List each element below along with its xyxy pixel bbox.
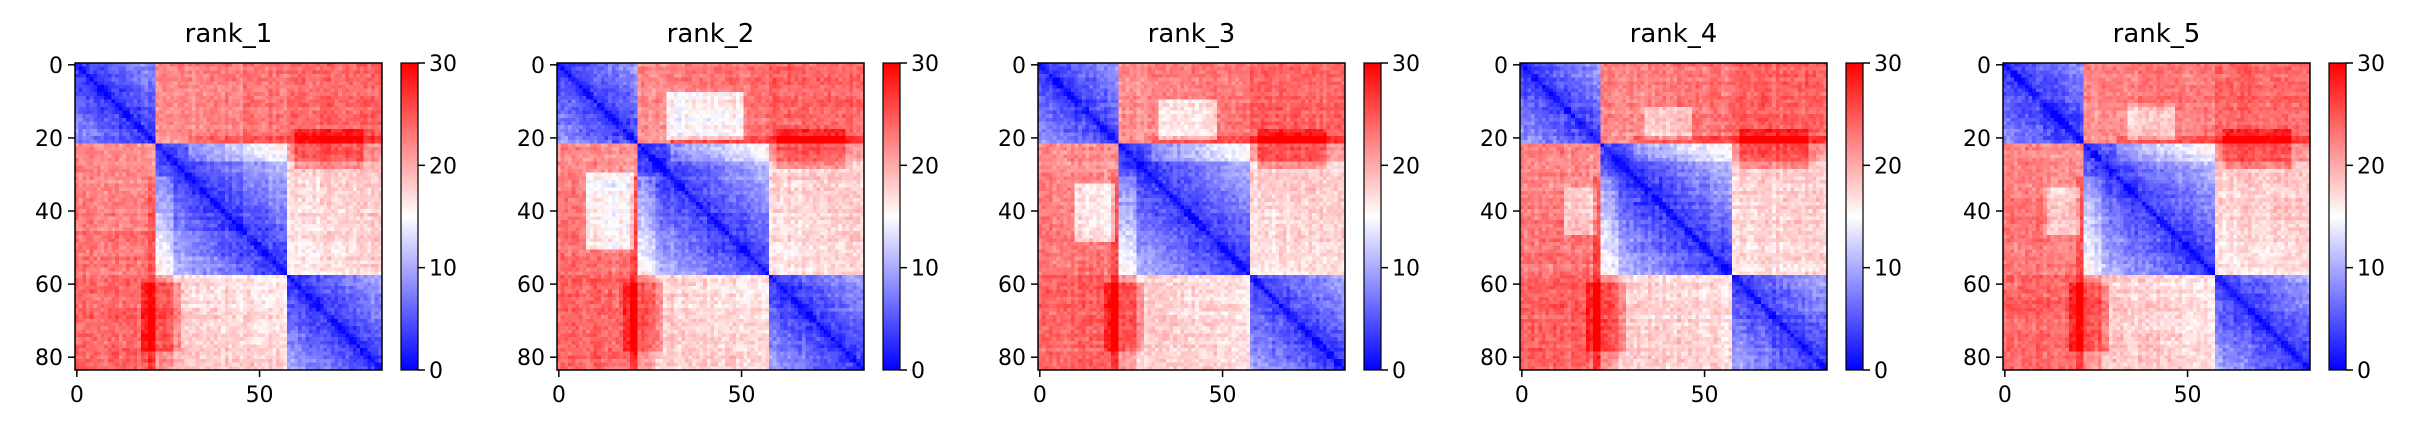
colorbar-tick-label: 0 (1874, 359, 1888, 384)
panel-title: rank_4 (1630, 19, 1718, 49)
y-tick-label: 0 (49, 54, 63, 79)
panel-title: rank_5 (2113, 19, 2201, 49)
axes-frame (1037, 62, 1346, 371)
heatmap-image (2003, 63, 2310, 370)
colorbar-tick-label: 10 (429, 257, 457, 282)
colorbar-tick-label: 20 (911, 154, 939, 179)
y-tick-label: 60 (998, 273, 1026, 298)
colorbar-frame (1363, 62, 1382, 371)
colorbar-tick-label: 10 (911, 257, 939, 282)
y-tick-label: 80 (998, 346, 1026, 371)
y-tick-label: 20 (1480, 127, 1508, 152)
colorbar-tick-label: 30 (429, 52, 457, 77)
y-tick-label: 0 (1494, 54, 1508, 79)
colorbar-frame (1845, 62, 1864, 371)
heatmap-image (75, 63, 382, 370)
axes-frame (2002, 62, 2311, 371)
colorbar-tick-label: 0 (911, 359, 925, 384)
x-tick-label: 50 (728, 383, 756, 408)
y-tick-label: 40 (998, 200, 1026, 225)
colorbar (1364, 63, 1381, 370)
colorbar-tick-label: 20 (1392, 154, 1420, 179)
x-tick-label: 50 (2174, 383, 2202, 408)
x-tick-label: 0 (552, 383, 566, 408)
colorbar (401, 63, 418, 370)
axes-frame (556, 62, 865, 371)
y-tick-label: 40 (1963, 200, 1991, 225)
panel-title: rank_3 (1148, 19, 1236, 49)
y-tick-label: 60 (517, 273, 545, 298)
x-tick-label: 50 (1691, 383, 1719, 408)
colorbar-frame (882, 62, 901, 371)
heatmap-panel-3: rank_3 0 50 0 20 40 60 80 0 10 20 30 (998, 19, 1420, 408)
heatmap-image (557, 63, 864, 370)
heatmap-panel-4: rank_4 0 50 0 20 40 60 80 0 10 20 30 (1480, 19, 1902, 408)
heatmap-panel-2: rank_2 0 50 0 20 40 60 80 0 10 20 30 (517, 19, 939, 408)
y-tick-label: 20 (998, 127, 1026, 152)
x-tick-label: 50 (246, 383, 274, 408)
colorbar-tick-label: 20 (429, 154, 457, 179)
colorbar-tick-label: 20 (2357, 154, 2385, 179)
y-tick-label: 0 (1012, 54, 1026, 79)
colorbar-frame (400, 62, 419, 371)
x-tick-label: 0 (1033, 383, 1047, 408)
y-tick-label: 80 (1963, 346, 1991, 371)
y-tick-label: 40 (35, 200, 63, 225)
panel-title: rank_2 (667, 19, 755, 49)
colorbar-tick-label: 30 (2357, 52, 2385, 77)
colorbar-frame (2328, 62, 2347, 371)
colorbar (883, 63, 900, 370)
colorbar (2329, 63, 2346, 370)
colorbar-tick-label: 10 (2357, 257, 2385, 282)
colorbar-tick-label: 10 (1392, 257, 1420, 282)
x-tick-label: 0 (70, 383, 84, 408)
y-tick-label: 60 (1480, 273, 1508, 298)
colorbar-tick-label: 30 (911, 52, 939, 77)
y-tick-label: 20 (1963, 127, 1991, 152)
colorbar-tick-label: 30 (1392, 52, 1420, 77)
y-tick-label: 40 (517, 200, 545, 225)
heatmap-image (1038, 63, 1345, 370)
colorbar (1846, 63, 1863, 370)
colorbar-tick-label: 20 (1874, 154, 1902, 179)
heatmap-panel-5: rank_5 0 50 0 20 40 60 80 0 10 20 30 (1963, 19, 2385, 408)
colorbar-tick-label: 0 (2357, 359, 2371, 384)
colorbar-tick-label: 10 (1874, 257, 1902, 282)
colorbar-tick-label: 30 (1874, 52, 1902, 77)
colorbar-tick-label: 0 (1392, 359, 1406, 384)
y-tick-label: 80 (35, 346, 63, 371)
axes-frame (74, 62, 383, 371)
x-tick-label: 50 (1209, 383, 1237, 408)
y-tick-label: 60 (35, 273, 63, 298)
x-tick-label: 0 (1515, 383, 1529, 408)
axes-frame (1519, 62, 1828, 371)
y-tick-label: 0 (1977, 54, 1991, 79)
x-tick-label: 0 (1998, 383, 2012, 408)
heatmap-panel-1: rank_1 0 50 0 20 40 60 80 0 10 20 30 (35, 19, 457, 408)
y-tick-label: 40 (1480, 200, 1508, 225)
y-tick-label: 20 (35, 127, 63, 152)
y-tick-label: 80 (1480, 346, 1508, 371)
heatmap-image (1520, 63, 1827, 370)
y-tick-label: 60 (1963, 273, 1991, 298)
y-tick-label: 20 (517, 127, 545, 152)
colorbar-tick-label: 0 (429, 359, 443, 384)
panel-title: rank_1 (185, 19, 273, 49)
y-tick-label: 80 (517, 346, 545, 371)
y-tick-label: 0 (531, 54, 545, 79)
